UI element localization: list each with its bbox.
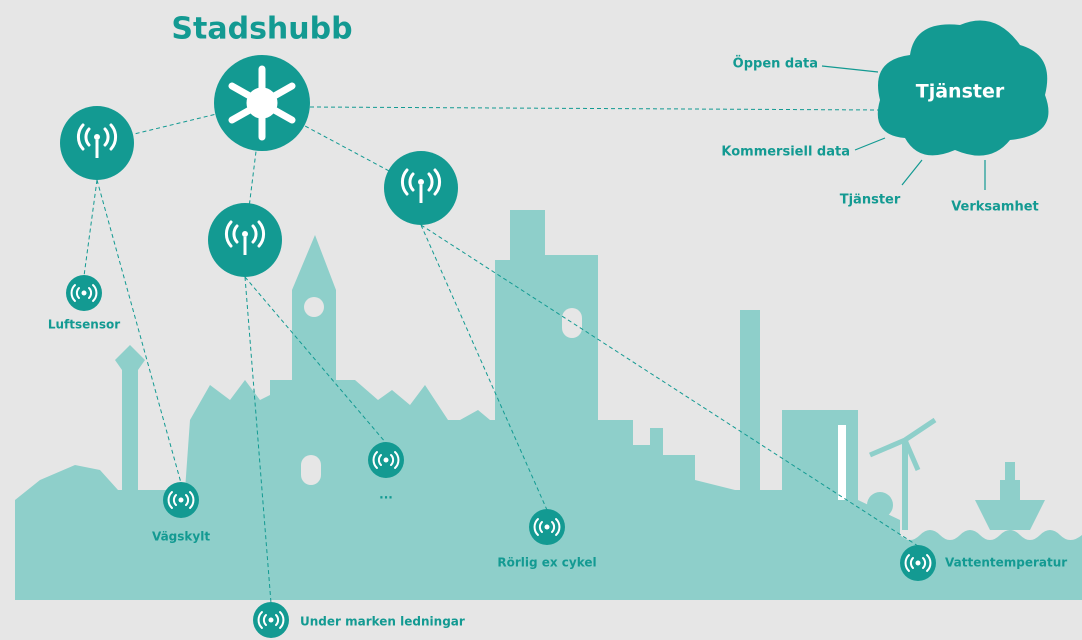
input-label: Tjänster	[840, 193, 901, 208]
sensor-label: ...	[379, 488, 393, 502]
sensor-label: Vägskylt	[152, 530, 210, 544]
sensor-label: Vattentemperatur	[945, 556, 1067, 570]
sensor-label: Rörlig ex cykel	[497, 556, 596, 570]
hub: Stadshubb	[171, 12, 352, 152]
input-label: Verksamhet	[951, 200, 1039, 215]
cloud: Tjänster Öppen data Kommersiell data Tjä…	[721, 21, 1048, 215]
input-label: Öppen data	[733, 56, 818, 72]
input-label: Kommersiell data	[721, 145, 850, 160]
sensor-label: Luftsensor	[48, 318, 120, 332]
diagram: Tjänster Öppen data Kommersiell data Tjä…	[0, 0, 1082, 640]
cloud-label: Tjänster	[916, 81, 1005, 103]
sensor-label: Under marken ledningar	[300, 615, 465, 629]
title: Stadshubb	[171, 12, 352, 47]
